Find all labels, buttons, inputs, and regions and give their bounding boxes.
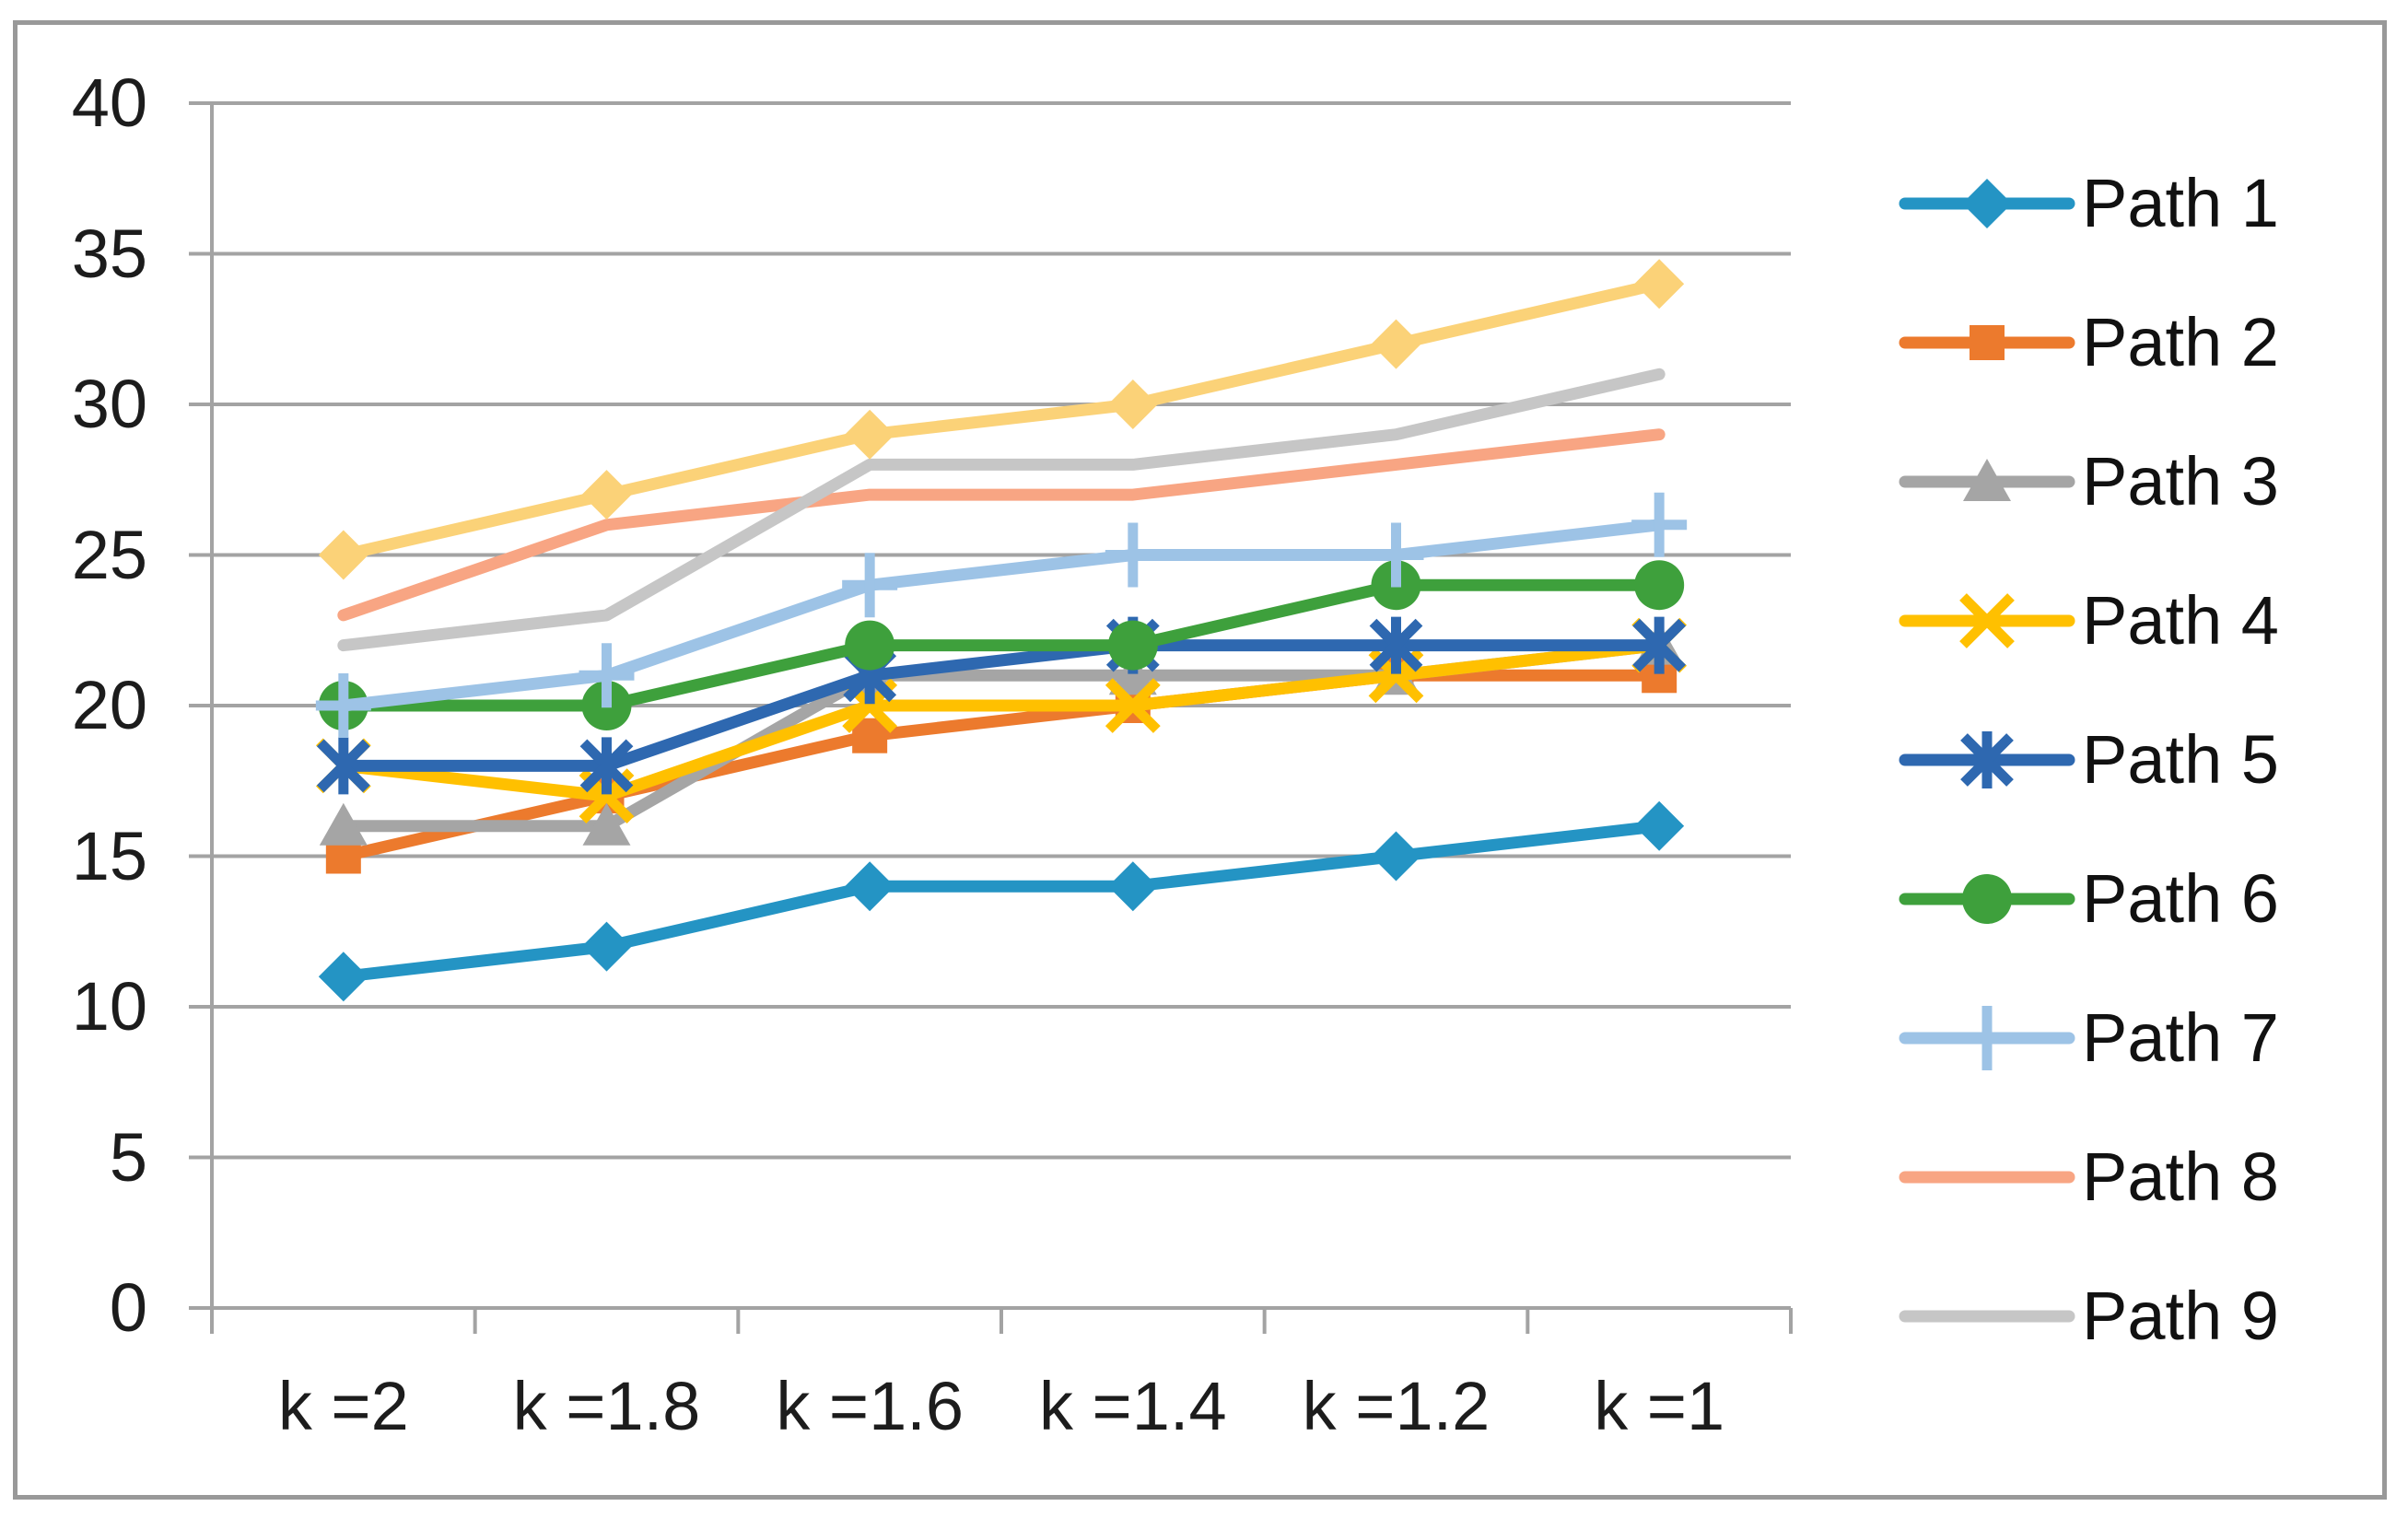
- series-path-8: [337, 428, 1666, 622]
- series-line: [337, 277, 1666, 561]
- chart-outer-border: [13, 20, 2387, 1500]
- series-line: [337, 428, 1666, 622]
- series-path-5: [316, 616, 1687, 795]
- series-line: [337, 578, 1666, 712]
- legend-item-label: Path 6: [2082, 860, 2279, 937]
- legend-swatch-path-4: [1899, 593, 2075, 648]
- x-category-label: k =1.2: [1302, 1368, 1490, 1444]
- legend-swatch-path-7: [1899, 1006, 2075, 1070]
- legend-item-label: Path 4: [2082, 582, 2279, 659]
- x-category-label: k =1.4: [1039, 1368, 1227, 1444]
- y-tick-label-35: 35: [71, 215, 147, 292]
- y-tick-label-40: 40: [71, 64, 147, 141]
- series-line: [337, 639, 1666, 772]
- x-category-label: k =1: [1594, 1368, 1725, 1444]
- series-unlabeled-10: [318, 259, 1685, 580]
- y-tick-label-20: 20: [71, 667, 147, 743]
- x-category-label: k =2: [277, 1368, 409, 1444]
- legend-swatch-path-5: [1899, 731, 2075, 788]
- y-tick-label-30: 30: [71, 366, 147, 442]
- legend-item-label: Path 5: [2082, 721, 2279, 798]
- series-path-1: [318, 800, 1685, 1002]
- series-line: [337, 368, 1666, 652]
- y-tick-label-15: 15: [71, 817, 147, 894]
- y-tick-label-10: 10: [71, 968, 147, 1045]
- legend-item-label: Path 7: [2082, 999, 2279, 1076]
- x-category-label: k =1.6: [776, 1368, 964, 1444]
- x-category-label: k =1.8: [512, 1368, 701, 1444]
- legend-item-label: Path 3: [2082, 443, 2279, 520]
- legend-item-label: Path 1: [2082, 165, 2279, 241]
- legend-item-label: Path 8: [2082, 1138, 2279, 1215]
- legend-swatch-path-3: [1899, 459, 2075, 501]
- legend-item-label: Path 2: [2082, 304, 2279, 380]
- series-line: [337, 639, 1666, 802]
- series-path-9: [337, 368, 1666, 652]
- series-line: [337, 519, 1666, 712]
- series-path-6: [318, 560, 1685, 730]
- legend-swatch-path-2: [1899, 325, 2075, 360]
- series-path-7: [315, 492, 1688, 738]
- series-line: [337, 820, 1666, 983]
- legend-swatch-path-1: [1899, 179, 2075, 228]
- legend-swatch-path-6: [1899, 874, 2075, 924]
- y-tick-label-0: 0: [109, 1269, 147, 1346]
- y-tick-label-5: 5: [109, 1118, 147, 1196]
- y-tick-label-25: 25: [71, 516, 147, 593]
- legend-item-label: Path 9: [2082, 1278, 2279, 1354]
